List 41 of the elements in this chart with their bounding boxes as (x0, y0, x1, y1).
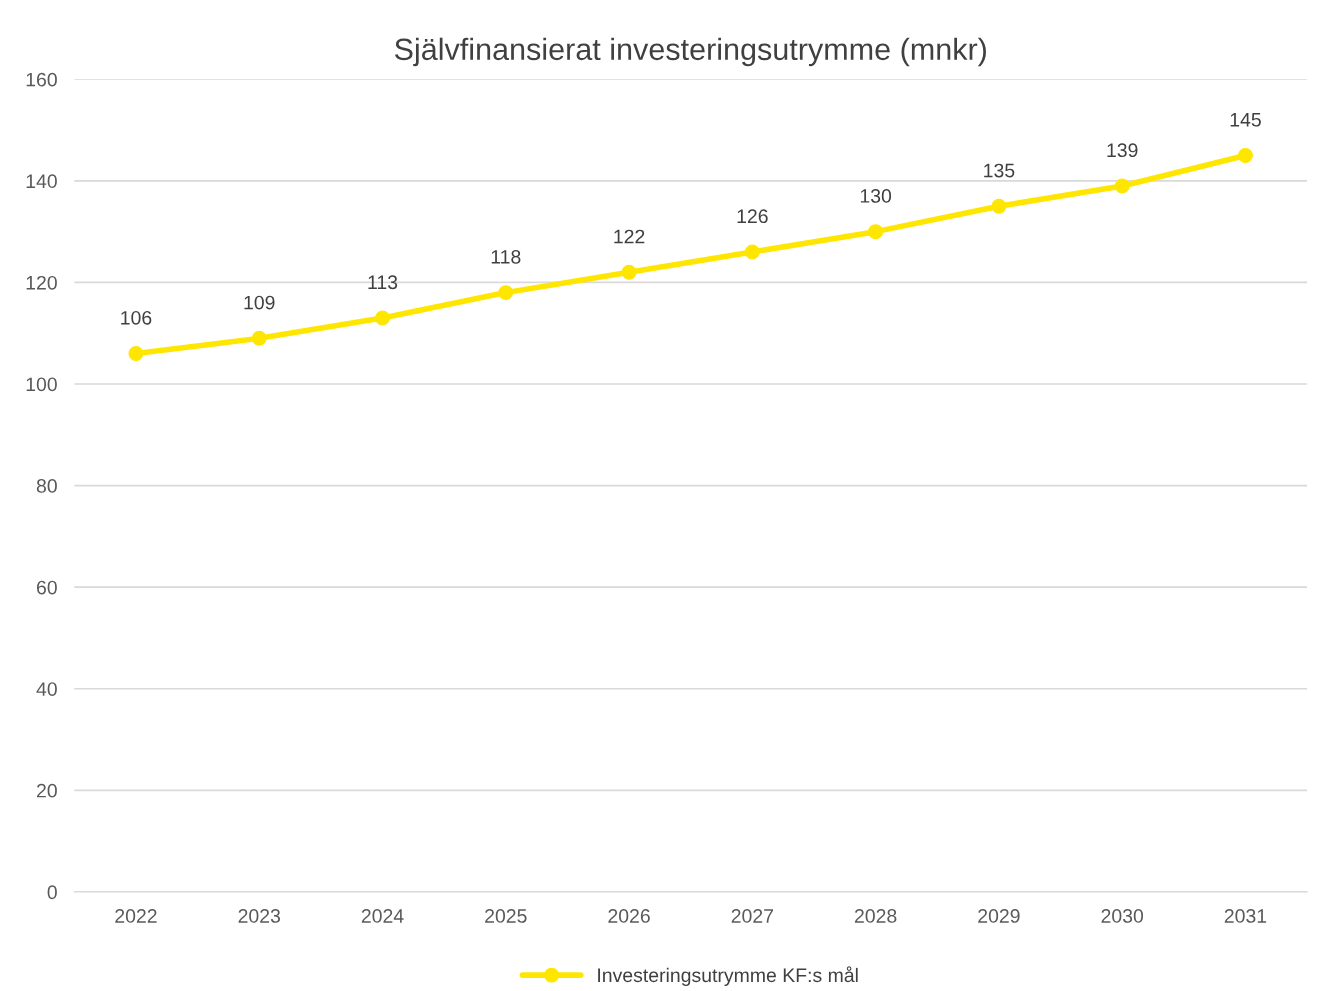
x-tick-label: 2029 (978, 909, 1020, 923)
x-tick-label: 2025 (485, 909, 527, 923)
x-tick-label: 2024 (361, 909, 404, 923)
point (1114, 178, 1130, 194)
y-tick-label: 100 (26, 377, 57, 392)
x-tick-label: 2030 (1101, 909, 1144, 923)
legend-label: Investeringsutrymme KF:s mål (598, 966, 858, 986)
x-tick-label: 2028 (854, 909, 897, 923)
x-tick-label: 2026 (608, 909, 650, 923)
y-tick-label: 20 (37, 783, 57, 798)
y-tick-label: 60 (37, 580, 57, 595)
data-label: 126 (737, 209, 768, 224)
y-tick-label: 0 (47, 885, 57, 900)
y-tick-label: 160 (26, 72, 57, 87)
y-tick-label: 40 (36, 682, 57, 696)
data-label: 109 (244, 295, 275, 310)
y-tick-label: 80 (36, 479, 57, 493)
point (498, 285, 514, 301)
data-label: 106 (121, 310, 152, 325)
point (991, 198, 1007, 214)
point (621, 264, 637, 280)
data-label: 139 (1107, 143, 1138, 158)
data-label: 145 (1230, 113, 1261, 127)
x-tick-label: 2023 (238, 909, 281, 923)
y-tick-label: 140 (26, 174, 57, 189)
data-label: 122 (614, 229, 645, 244)
data-label: 113 (368, 275, 398, 290)
y-tick-label: 120 (26, 275, 57, 290)
data-label: 135 (984, 163, 1015, 178)
point (868, 224, 884, 240)
x-tick-label: 2022 (115, 909, 157, 923)
point (128, 346, 144, 361)
point (251, 330, 267, 346)
data-label: 130 (860, 189, 892, 203)
data-label: 118 (491, 249, 521, 264)
point (1237, 148, 1253, 163)
point (375, 310, 390, 326)
x-tick-label: 2031 (1224, 909, 1267, 923)
x-tick-label: 2027 (731, 909, 773, 923)
point (744, 244, 760, 260)
chart-title: Självfinansierat investeringsutrymme (mnkr) (394, 37, 986, 67)
